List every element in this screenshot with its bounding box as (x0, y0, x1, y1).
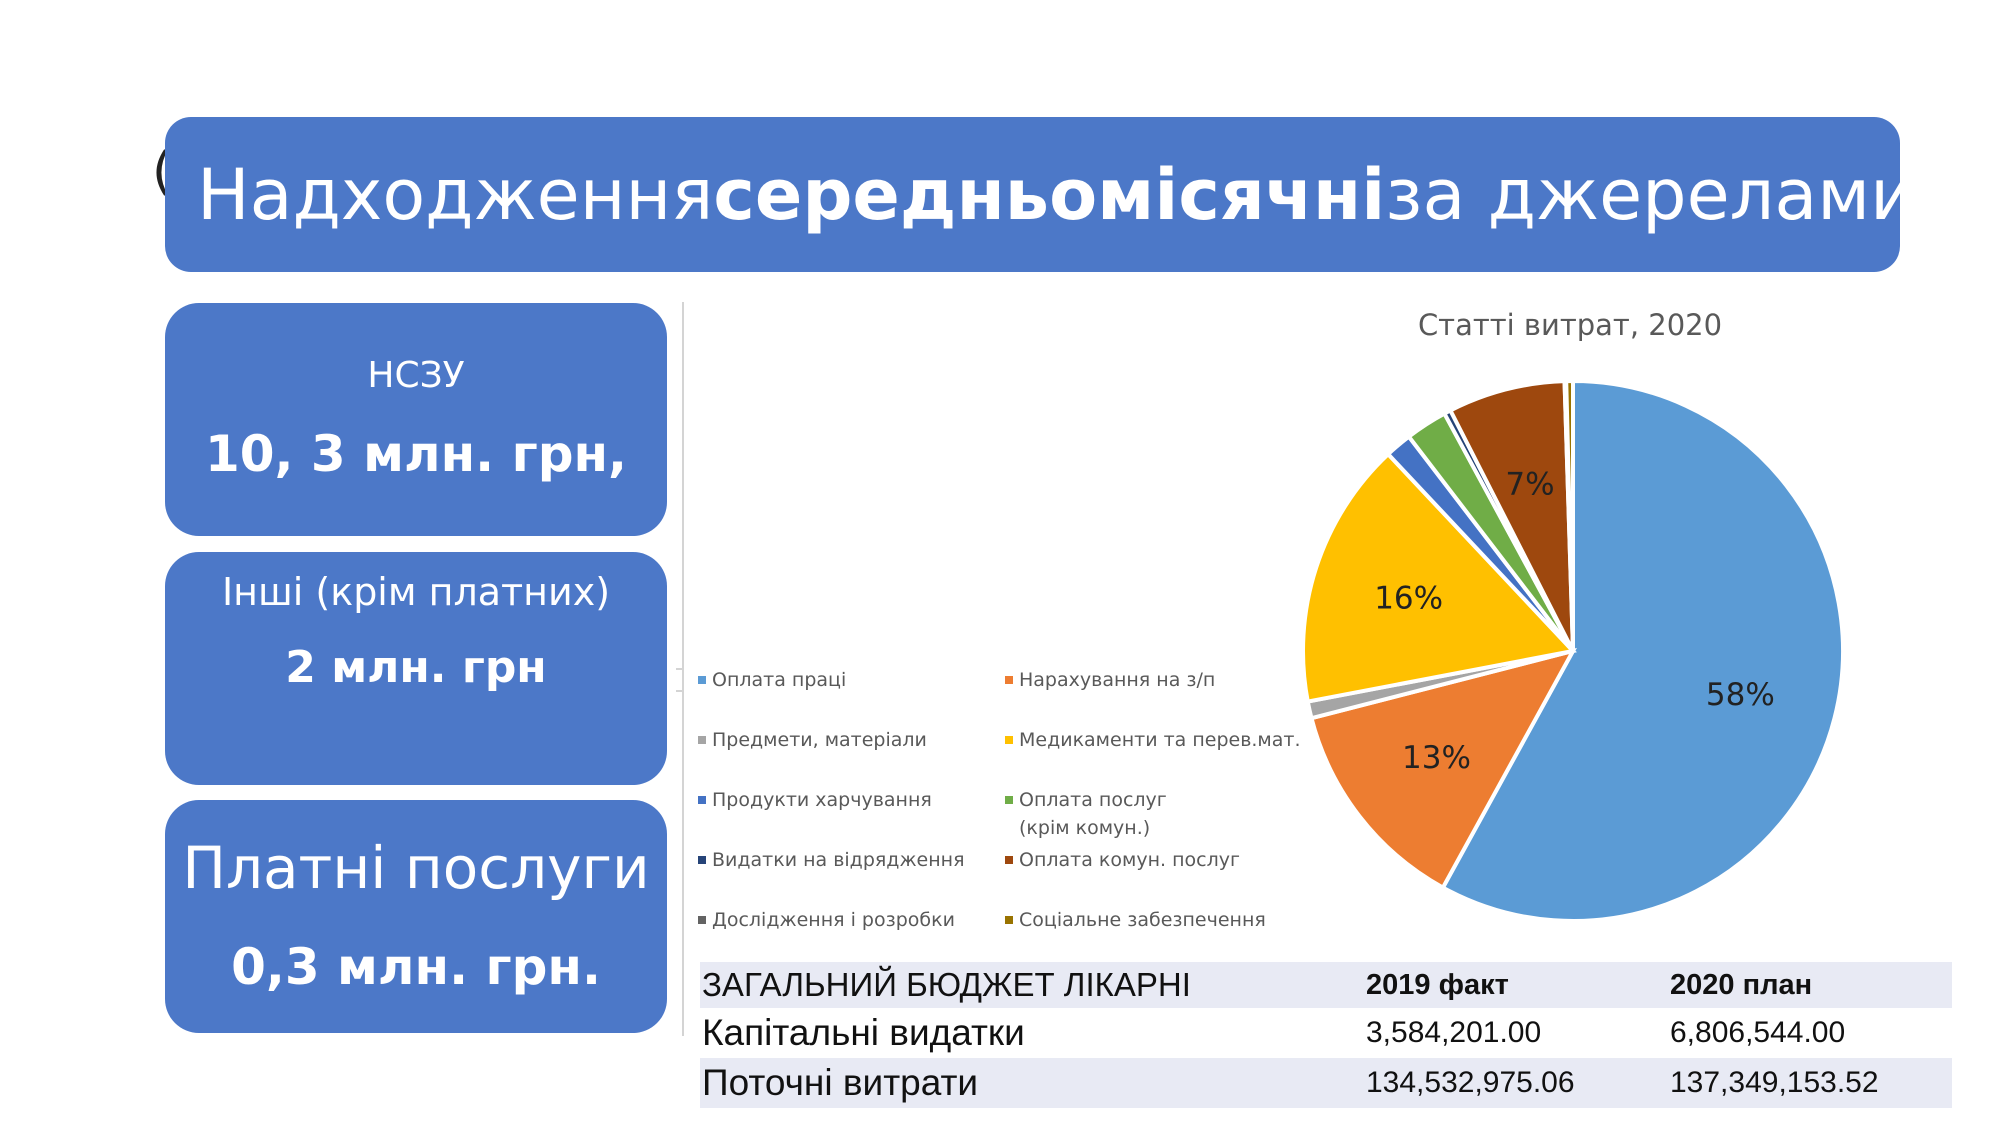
pie-slice (1440, 378, 1846, 923)
legend-swatch (1005, 856, 1013, 864)
legend-label: Оплата комун. послуг (1019, 849, 1240, 871)
legend-swatch (1005, 676, 1013, 684)
slice-data-label: 13% (1402, 740, 1471, 776)
legend-label: Оплата праці (712, 669, 847, 691)
table-cell: Поточні витрати (700, 1058, 1364, 1108)
source-value: 2 млн. грн (285, 642, 547, 693)
source-label: НСЗУ (367, 355, 465, 396)
table-cell: 6,806,544.00 (1668, 1008, 1952, 1058)
source-value: 0,3 млн. грн. (231, 938, 601, 996)
legend-swatch (698, 736, 706, 744)
source-card-other: Інші (крім платних) 2 млн. грн (165, 552, 667, 785)
table-cell: Капітальні видатки (700, 1008, 1364, 1058)
table-row: Поточні витрати 134,532,975.06 137,349,1… (700, 1058, 1952, 1108)
legend-swatch (698, 916, 706, 924)
chart-frame-handle (676, 668, 684, 670)
legend-label: Соціальне забезпечення (1019, 909, 1266, 931)
table-cell: 134,532,975.06 (1364, 1058, 1668, 1108)
table-header-row: ЗАГАЛЬНИЙ БЮДЖЕТ ЛІКАРНІ 2019 факт 2020 … (700, 962, 1952, 1008)
legend-swatch (698, 796, 706, 804)
slice-data-label: 16% (1374, 581, 1443, 617)
pie-slice (1447, 379, 1575, 652)
table-row: Капітальні видатки 3,584,201.00 6,806,54… (700, 1008, 1952, 1058)
source-label: Платні послуги (182, 834, 650, 902)
legend-label: Дослідження і розробки (712, 909, 955, 931)
source-card-nszu: НСЗУ 10, 3 млн. грн, (165, 303, 667, 536)
chart-frame-handle (676, 690, 684, 692)
budget-table: ЗАГАЛЬНИЙ БЮДЖЕТ ЛІКАРНІ 2019 факт 2020 … (700, 962, 1952, 1108)
pie-slice (1309, 647, 1577, 891)
source-label: Інші (крім платних) (221, 570, 611, 614)
legend-swatch (698, 676, 706, 684)
page-title: Надходження середньомісячні за джерелами (165, 117, 1916, 272)
source-card-paid: Платні послуги 0,3 млн. грн. (165, 800, 667, 1033)
legend-swatch (1005, 796, 1013, 804)
legend-swatch (1005, 916, 1013, 924)
legend-swatch (1005, 736, 1013, 744)
chart-title: Статті витрат, 2020 (1417, 308, 1723, 342)
title-bold: середньомісячні (713, 153, 1386, 236)
slice-data-label: 7% (1505, 467, 1554, 503)
legend-label-line2: (крім комун.) (1019, 817, 1151, 839)
source-value: 10, 3 млн. грн, (204, 425, 628, 483)
table-header-cell: ЗАГАЛЬНИЙ БЮДЖЕТ ЛІКАРНІ (700, 962, 1364, 1008)
table-header-cell: 2019 факт (1364, 962, 1668, 1008)
table-cell: 3,584,201.00 (1364, 1008, 1668, 1058)
legend-label: Медикаменти та перев.мат. (1019, 729, 1301, 751)
legend-label: Продукти харчування (712, 789, 932, 811)
title-suffix: за джерелами (1385, 153, 1916, 236)
legend-swatch (698, 856, 706, 864)
pie-slice (1564, 378, 1575, 652)
pie-slice (1301, 451, 1577, 704)
title-prefix: Надходження (197, 153, 714, 236)
slice-data-label: 58% (1706, 677, 1775, 713)
legend-label: Нарахування на з/п (1019, 669, 1216, 691)
legend-label: Видатки на відрядження (712, 849, 965, 871)
table-cell: 137,349,153.52 (1668, 1058, 1952, 1108)
table-header-cell: 2020 план (1668, 962, 1952, 1008)
legend-label: Оплата послуг (1019, 789, 1167, 811)
legend-label: Предмети, матеріали (712, 729, 927, 751)
